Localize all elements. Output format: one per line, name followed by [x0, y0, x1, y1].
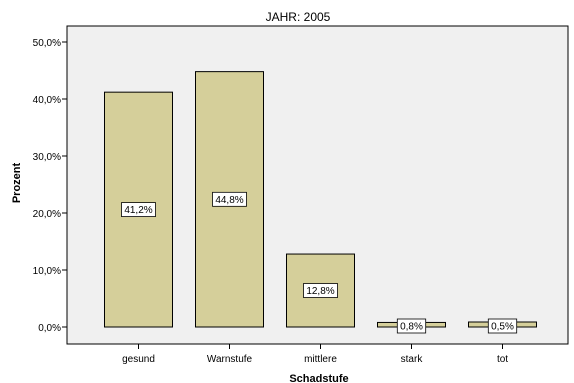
- x-tick-label: stark: [401, 354, 424, 365]
- y-axis-label: Prozent: [11, 162, 23, 203]
- data-label-box: [212, 191, 247, 207]
- y-tick-label: 40,0%: [33, 95, 61, 106]
- data-label: 0,5%: [491, 322, 514, 333]
- data-label-box: [303, 283, 338, 298]
- y-tick-label: 30,0%: [33, 152, 61, 163]
- x-axis: gesund Warnstufe mittlere stark tot: [122, 344, 508, 365]
- chart-title: JAHR: 2005: [266, 10, 331, 24]
- bars: 41,2% 44,8% 12,8% 0,8% 0,5%: [104, 71, 537, 334]
- x-tick-label: tot: [497, 354, 508, 365]
- data-label: 41,2%: [124, 205, 152, 216]
- data-label: 12,8%: [306, 286, 334, 297]
- x-axis-label: Schadstufe: [289, 373, 348, 383]
- data-label-box: [396, 318, 427, 334]
- y-tick-label: 10,0%: [33, 266, 61, 277]
- y-tick-label: 50,0%: [33, 38, 61, 49]
- data-label-box: [487, 318, 518, 334]
- data-label-box: [121, 202, 156, 217]
- y-tick-label: 20,0%: [33, 209, 61, 220]
- x-tick-label: gesund: [122, 354, 155, 365]
- y-tick-label: 0,0%: [38, 323, 61, 334]
- y-axis: 0,0% 10,0% 20,0% 30,0% 40,0% 50,0%: [33, 38, 67, 334]
- data-label: 0,8%: [400, 322, 423, 333]
- x-tick-label: mittlere: [304, 354, 337, 365]
- x-tick-label: Warnstufe: [207, 354, 253, 365]
- data-label: 44,8%: [215, 195, 243, 206]
